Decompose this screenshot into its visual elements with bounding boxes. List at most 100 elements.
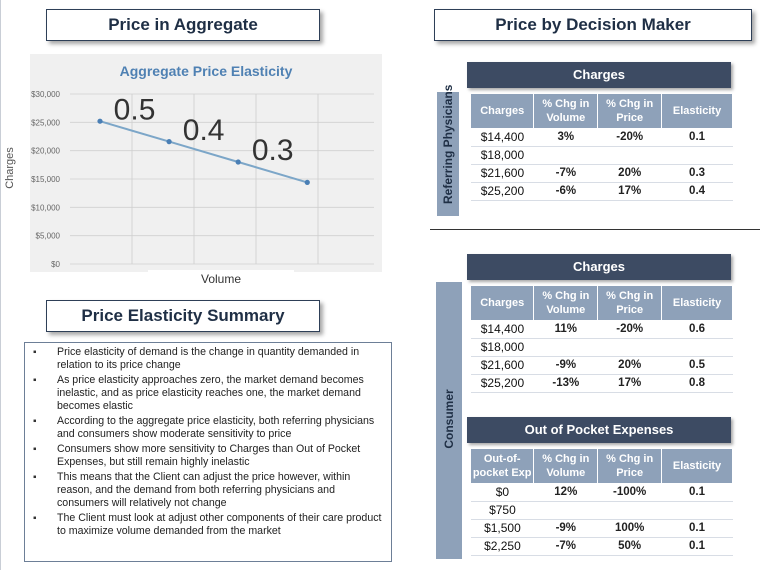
header-chg-price: % Chg in Price [597,94,663,128]
cell: $21,600 [471,164,534,183]
cell: $25,200 [471,374,534,393]
cell: $0 [471,483,534,502]
cell [661,146,733,165]
cell [533,146,598,165]
cell: 0.8 [661,374,733,393]
table-row: $21,600 -9% 20% 0.5 [471,356,733,375]
cell: -20% [597,128,662,147]
y-tick-label: $5,000 [36,232,61,241]
cell: -13% [533,374,598,393]
cell: 12% [533,483,598,502]
summary-item: Price elasticity of demand is the change… [29,346,385,372]
cell: -7% [533,164,598,183]
summary-item: As price elasticity approaches zero, the… [29,374,385,413]
cell [661,338,733,357]
header-charges: Charges [471,286,535,320]
header-chg-price: % Chg in Price [597,449,663,483]
summary-title: Price Elasticity Summary [46,300,320,332]
header-chg-volume: % Chg in Volume [533,449,599,483]
cell: 0.3 [661,164,733,183]
header-chg-price: % Chg in Price [597,286,663,320]
out-of-pocket-title: Out of Pocket Expenses [467,417,731,443]
section-divider [430,229,760,230]
cell: $18,000 [471,146,534,165]
cell: 0.1 [661,537,733,556]
data-point [235,159,241,165]
summary-item: Consumers show more sensitivity to Charg… [29,443,385,469]
cell: -7% [533,537,598,556]
cell: 11% [533,320,598,339]
referring-charges-title: Charges [467,62,731,88]
table-row: $21,600 -7% 20% 0.3 [471,164,733,183]
y-tick-label: $30,000 [31,90,60,99]
summary-item: This means that the Client can adjust th… [29,471,385,510]
cell: -20% [597,320,662,339]
cell [597,146,662,165]
elasticity-annotation: 0.4 [183,114,225,147]
cell: 100% [597,519,662,538]
chart-y-axis-title: Charges [4,147,16,189]
cell: 17% [597,374,662,393]
cell: $18,000 [471,338,534,357]
chart-title: Aggregate Price Elasticity [120,63,293,79]
cell: -9% [533,356,598,375]
header-elasticity: Elasticity [661,449,733,483]
y-tick-label: $0 [51,260,60,269]
table-header-row: Charges % Chg in Volume % Chg in Price E… [471,286,733,320]
table-row: $18,000 [471,146,733,165]
cell: $2,250 [471,537,534,556]
table-header-row: Charges % Chg in Volume % Chg in Price E… [471,94,733,128]
cell [533,501,598,520]
chart-x-axis-title: Volume [148,270,294,288]
consumer-label: Consumer [436,282,462,559]
data-point [97,118,103,124]
cell: $25,200 [471,182,534,201]
y-tick-label: $25,000 [31,118,60,127]
elasticity-annotation: 0.3 [252,134,294,167]
decision-maker-title: Price by Decision Maker [434,9,752,41]
cell: 0.4 [661,182,733,201]
aggregate-elasticity-chart: Aggregate Price Elasticity $0 $5,000 $10,00… [30,54,382,272]
referring-charges-table: Charges % Chg in Volume % Chg in Price E… [471,94,733,201]
cell [597,501,662,520]
header-chg-volume: % Chg in Volume [533,286,599,320]
chart-svg: Aggregate Price Elasticity $0 $5,000 $10,00… [31,63,374,269]
cell: $750 [471,501,534,520]
cell: 17% [597,182,662,201]
header-chg-volume: % Chg in Volume [533,94,599,128]
consumer-charges-table: Charges % Chg in Volume % Chg in Price E… [471,286,733,393]
out-of-pocket-table: Out-of-pocket Exp % Chg in Volume % Chg … [471,449,733,556]
cell: 0.1 [661,519,733,538]
y-tick-label: $20,000 [31,147,60,156]
consumer-text: Consumer [442,389,456,449]
cell: 20% [597,164,662,183]
table-row: $18,000 [471,338,733,357]
summary-list: Price elasticity of demand is the change… [29,346,385,538]
table-row: $25,200 -13% 17% 0.8 [471,374,733,393]
cell [533,338,598,357]
chart-y-axis-title-wrap: Charges [2,140,22,200]
summary-item: According to the aggregate price elastic… [29,415,385,441]
data-point [304,179,310,185]
cell: 0.5 [661,356,733,375]
cell: $14,400 [471,128,534,147]
table-row: $25,200 -6% 17% 0.4 [471,182,733,201]
table-row: $1,500 -9% 100% 0.1 [471,519,733,538]
table-row: $14,400 3% -20% 0.1 [471,128,733,147]
y-tick-label: $15,000 [31,175,60,184]
table-row: $14,400 11% -20% 0.6 [471,320,733,339]
consumer-charges-title: Charges [467,254,731,280]
cell: 0.6 [661,320,733,339]
header-oop-exp: Out-of-pocket Exp [471,449,535,483]
referring-physicians-text: Referring Physicians [441,84,455,204]
header-elasticity: Elasticity [661,286,733,320]
table-row: $2,250 -7% 50% 0.1 [471,537,733,556]
cell: 20% [597,356,662,375]
referring-physicians-label: Referring Physicians [437,84,459,216]
y-tick-label: $10,000 [31,203,60,212]
table-header-row: Out-of-pocket Exp % Chg in Volume % Chg … [471,449,733,483]
series-line [99,120,308,184]
cell: -9% [533,519,598,538]
summary-item: The Client must look at adjust other com… [29,512,385,538]
